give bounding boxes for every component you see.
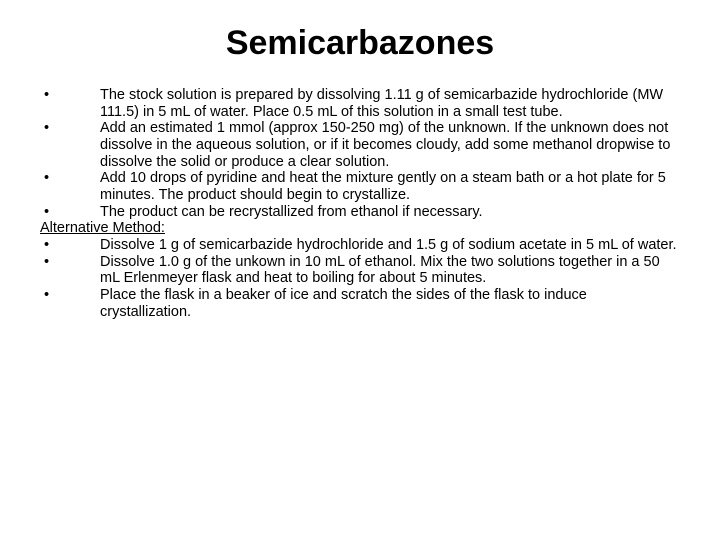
bullet-row: • The stock solution is prepared by diss… [40,87,680,120]
bullet-row: • Add 10 drops of pyridine and heat the … [40,170,680,203]
bullet-row: • Add an estimated 1 mmol (approx 150-25… [40,120,680,170]
alt-heading-row: Alternative Method: [40,220,680,237]
bullet-text: Place the flask in a beaker of ice and s… [100,287,680,320]
bullet-icon: • [40,254,100,287]
bullet-row: • Dissolve 1.0 g of the unkown in 10 mL … [40,254,680,287]
bullet-row: • Place the flask in a beaker of ice and… [40,287,680,320]
bullet-text: Add an estimated 1 mmol (approx 150-250 … [100,120,680,170]
bullet-text: The product can be recrystallized from e… [100,204,680,221]
bullet-row: • Dissolve 1 g of semicarbazide hydrochl… [40,237,680,254]
bullet-icon: • [40,287,100,320]
slide-body: • The stock solution is prepared by diss… [40,87,680,320]
bullet-icon: • [40,170,100,203]
bullet-text: The stock solution is prepared by dissol… [100,87,680,120]
bullet-icon: • [40,87,100,120]
alt-method-heading: Alternative Method: [40,220,680,237]
bullet-row: • The product can be recrystallized from… [40,204,680,221]
bullet-icon: • [40,120,100,170]
slide: Semicarbazones • The stock solution is p… [0,0,720,540]
bullet-text: Add 10 drops of pyridine and heat the mi… [100,170,680,203]
bullet-icon: • [40,204,100,221]
slide-title: Semicarbazones [40,24,680,63]
bullet-icon: • [40,237,100,254]
bullet-text: Dissolve 1.0 g of the unkown in 10 mL of… [100,254,680,287]
bullet-text: Dissolve 1 g of semicarbazide hydrochlor… [100,237,680,254]
